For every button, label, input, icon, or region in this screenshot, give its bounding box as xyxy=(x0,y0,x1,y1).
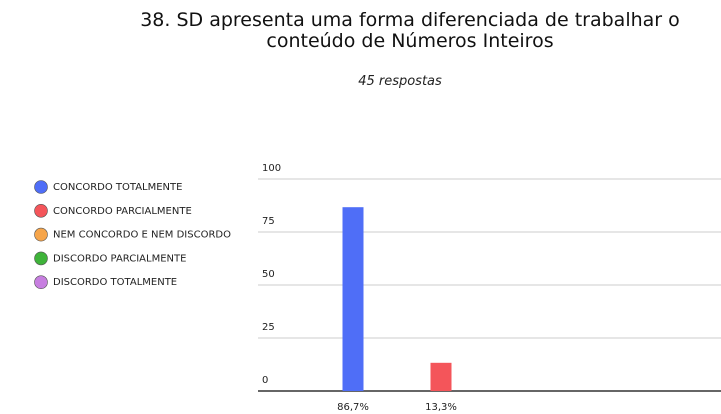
chart-subtitle: 45 respostas xyxy=(358,74,442,89)
legend-label: CONCORDO TOTALMENTE xyxy=(53,182,182,193)
legend-label: CONCORDO PARCIALMENTE xyxy=(53,206,192,217)
legend-swatch xyxy=(34,204,48,218)
value-label: 86,7% xyxy=(337,402,369,413)
legend-label: DISCORDO PARCIALMENTE xyxy=(53,253,186,264)
bar xyxy=(342,207,364,391)
y-tick-label: 75 xyxy=(262,216,275,227)
legend-swatch xyxy=(34,275,48,290)
y-tick-label: 25 xyxy=(262,322,275,333)
bar xyxy=(430,362,452,391)
chart-title: 38. SD apresenta uma forma diferenciada … xyxy=(140,9,680,52)
legend-label: DISCORDO TOTALMENTE xyxy=(53,277,177,288)
value-label: 13,3% xyxy=(425,402,457,413)
y-tick-label: 0 xyxy=(262,375,268,386)
legend-swatch xyxy=(34,227,48,242)
legend-swatch xyxy=(34,180,48,194)
y-tick-label: 50 xyxy=(262,269,275,280)
y-tick-label: 100 xyxy=(262,163,281,174)
legend-label: NEM CONCORDO E NEM DISCORDO xyxy=(53,230,231,241)
legend-swatch xyxy=(34,251,48,266)
